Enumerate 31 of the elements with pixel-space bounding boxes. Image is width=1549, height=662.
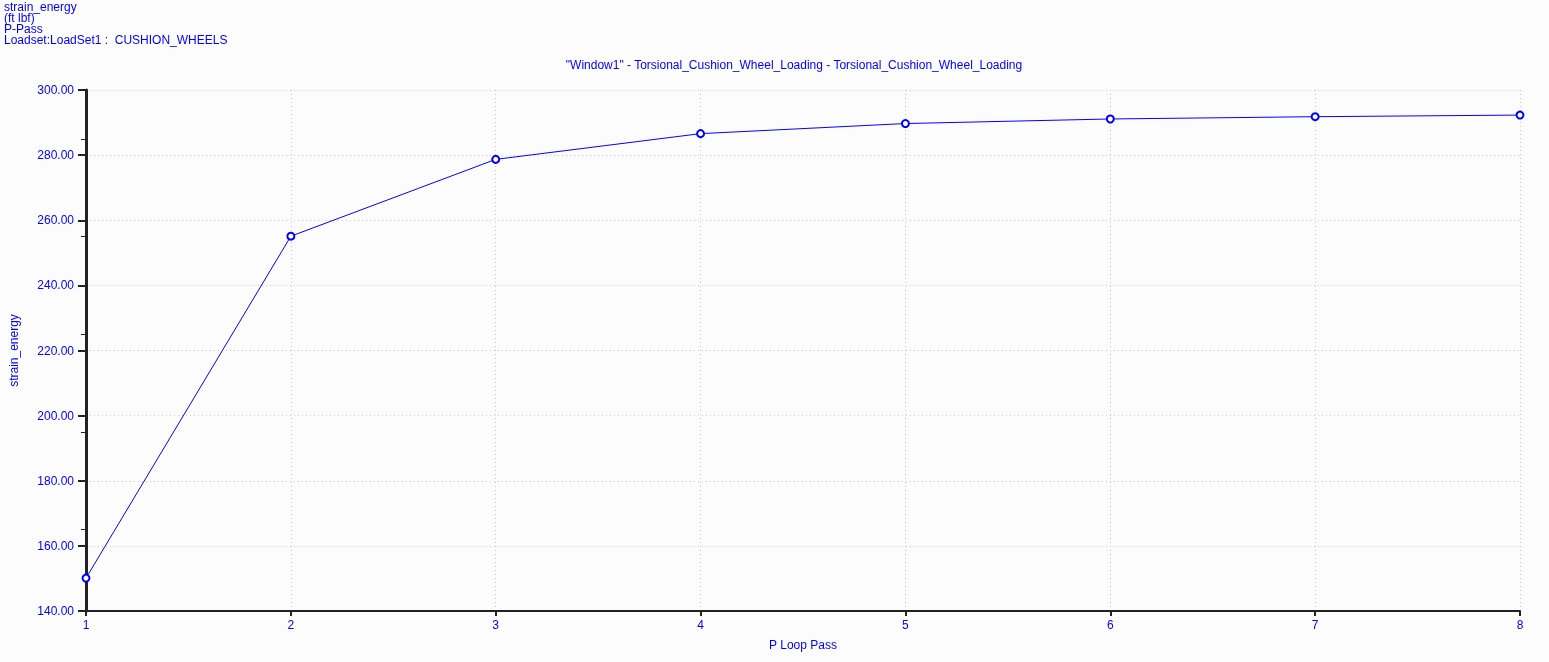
y-axis-title: strain_energy bbox=[7, 314, 21, 387]
x-axis-title: P Loop Pass bbox=[769, 638, 837, 652]
y-tick-label: 260.00 bbox=[37, 213, 75, 228]
x-tick-label: 4 bbox=[697, 618, 705, 632]
text: strain_energy bbox=[4, 0, 77, 14]
y-tick-label: 300.00 bbox=[37, 83, 75, 97]
y-tick-label: 140.00 bbox=[37, 604, 75, 618]
chart-title: "Window1" - Torsional_Cushion_Wheel_Loading - Torsional_Cushion_Wheel_Loading bbox=[565, 58, 1023, 72]
y-tick-label: 160.00 bbox=[37, 538, 75, 553]
y-tick-label: 220.00 bbox=[37, 343, 75, 358]
y-tick-label: 280.00 bbox=[37, 148, 75, 163]
x-tick-label: 8 bbox=[1516, 618, 1524, 632]
point bbox=[696, 129, 706, 139]
x-tick-label: 7 bbox=[1311, 618, 1319, 632]
y-tick-label: 200.00 bbox=[37, 408, 75, 423]
point bbox=[491, 154, 501, 164]
x-tick-label: 3 bbox=[492, 618, 500, 632]
x-tick-label: 5 bbox=[902, 618, 910, 632]
point bbox=[1105, 114, 1115, 124]
text: Loadset:LoadSet1 : CUSHION_WHEELS bbox=[4, 33, 228, 47]
point bbox=[1310, 112, 1320, 122]
point bbox=[1515, 110, 1525, 120]
x-tick-label: 6 bbox=[1106, 618, 1114, 632]
x-tick-label: 1 bbox=[82, 618, 90, 632]
y-tick-label: 240.00 bbox=[37, 278, 75, 293]
point bbox=[286, 231, 296, 241]
text: (ft lbf) bbox=[4, 11, 35, 25]
point bbox=[81, 573, 91, 583]
y-tick-label: 180.00 bbox=[37, 473, 75, 488]
point bbox=[900, 119, 910, 129]
x-tick-label: 2 bbox=[287, 618, 295, 632]
